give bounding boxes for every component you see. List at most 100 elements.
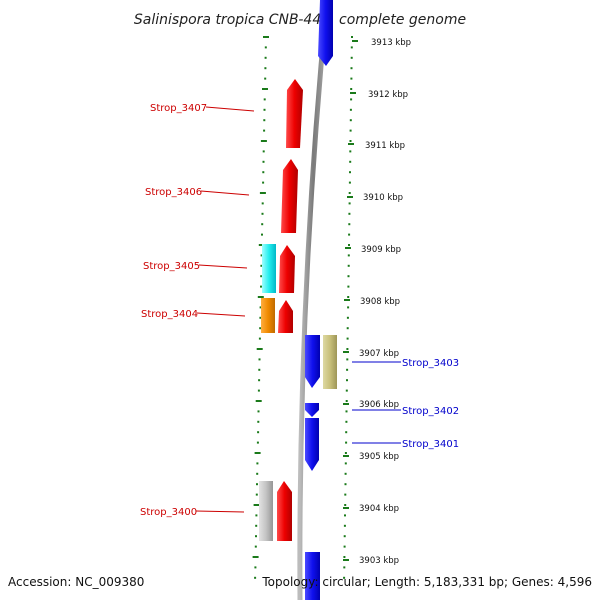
ruler-dot [257,389,260,392]
ruler-dot [254,545,257,548]
ruler-dot [343,524,346,527]
ruler-dot [348,212,351,215]
ruler-dot [260,275,263,278]
scale-tick-3908: 3908 kbp [344,297,400,307]
ruler-dot [343,556,346,558]
ruler-dot [350,88,353,90]
ruler-dot [258,358,261,361]
ruler-dot [350,46,353,49]
gene-label[interactable]: Strop_3405 [143,261,200,272]
ruler-dot [348,223,351,226]
scale-tick-mark [343,351,349,353]
ruler-dot [348,233,351,236]
scale-tick-3904: 3904 kbp [343,504,399,514]
scale-tick-3906: 3906 kbp [343,400,399,410]
gene-label[interactable]: Strop_3406 [145,187,202,198]
leader-line [198,264,248,269]
ruler-dot [262,171,265,174]
ruler-dot [263,36,269,38]
ruler-dot [263,119,266,122]
right-gene-labels: Strop_3403 Strop_3402 Strop_3401 [352,358,459,450]
accession-text: Accession: NC_009380 [8,575,144,589]
label-strop-3405: Strop_3405 [143,261,248,272]
feature-gray[interactable] [259,481,273,541]
gene-strop-3401[interactable] [305,418,319,471]
ruler-dot [257,410,260,413]
ruler-dot [263,129,266,132]
gene-top-blue[interactable] [318,0,333,66]
gene-strop-3402[interactable] [305,403,319,417]
other-features [259,244,337,541]
ruler-dot [262,88,268,90]
gene-label[interactable]: Strop_3404 [141,309,198,320]
ruler-dot [347,254,350,257]
ruler-dot [347,306,350,309]
ruler-dot [344,493,347,496]
label-strop-3404: Strop_3404 [141,309,246,320]
leader-line [205,106,255,112]
ruler-dots [252,36,353,579]
ruler-dot [349,129,352,132]
left-gene-labels: Strop_3407 Strop_3406 Strop_3405 Strop_3… [140,103,255,518]
scale-tick-3905: 3905 kbp [343,452,399,462]
ruler-dot [344,452,347,454]
ruler-dot [344,504,347,506]
ruler-dot [253,504,260,506]
scale-tick-label: 3904 kbp [359,504,399,514]
ruler-dot [262,160,265,163]
ruler-dot [343,545,346,548]
label-strop-3403: Strop_3403 [352,358,459,369]
ruler-dot [258,244,265,246]
gene-strop-3405[interactable] [279,245,295,293]
label-strop-3407: Strop_3407 [150,103,255,114]
ruler-dot [262,181,265,184]
ruler-dot [263,108,266,111]
gene-strop-3406[interactable] [281,159,298,233]
map-title: Salinispora tropica CNB-440, complete ge… [134,12,466,28]
ruler-dot [264,77,267,80]
scale-tick-label: 3911 kbp [365,141,405,151]
gene-strop-3403[interactable] [305,335,320,388]
scale-tick-mark [344,299,350,301]
ruler-dot [345,431,348,434]
ruler-dot [345,400,348,402]
ruler-dot [349,140,352,142]
gene-label[interactable]: Strop_3402 [402,406,459,417]
scale-tick-mark [348,143,354,145]
ruler-dot [264,56,267,59]
feature-cyan[interactable] [262,244,276,293]
ruler-dot [347,275,350,278]
ruler-dot [348,181,351,184]
scale-tick-3913: 3913 kbp [352,38,411,48]
gene-label[interactable]: Strop_3403 [402,358,459,369]
scale-tick-label: 3908 kbp [360,297,400,307]
gene-bottom-blue[interactable] [305,552,320,600]
ruler-dot [349,171,351,174]
gene-strop-3407[interactable] [286,79,303,148]
ruler-dot [261,223,264,226]
ruler-dot [259,327,262,330]
gene-strop-3404[interactable] [278,300,293,333]
ruler-dot [349,119,352,122]
ruler-dot [257,420,260,423]
scale-tick-mark [350,92,356,94]
ruler-dot [344,483,347,486]
scale-tick-label: 3909 kbp [361,245,401,255]
gene-strop-3400[interactable] [277,481,292,541]
ruler-dot [259,316,262,319]
kbp-scale: 3913 kbp 3912 kbp 3911 kbp 3910 kbp 3909… [343,38,411,566]
ruler-dot [346,358,349,361]
scale-tick-label: 3906 kbp [359,400,399,410]
ruler-dot [345,389,348,392]
gene-label[interactable]: Strop_3400 [140,507,197,518]
feature-orange[interactable] [261,298,275,333]
ruler-dot [256,462,259,465]
scale-tick-label: 3912 kbp [368,90,408,100]
scale-tick-mark [343,507,349,509]
gene-label[interactable]: Strop_3407 [150,103,207,114]
feature-khaki[interactable] [323,335,337,389]
ruler-dot [260,140,267,142]
scale-tick-mark [343,403,349,405]
gene-label[interactable]: Strop_3401 [402,439,459,450]
scale-tick-3903: 3903 kbp [343,556,399,566]
